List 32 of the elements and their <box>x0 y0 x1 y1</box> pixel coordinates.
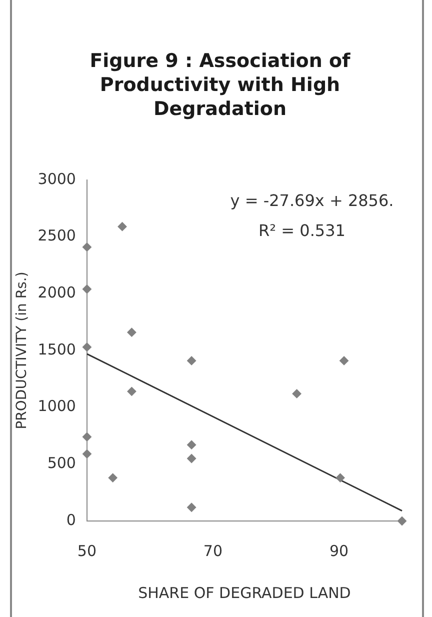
point <box>187 502 196 512</box>
point <box>118 222 127 232</box>
annotation: y = -27.69x + 2856. <box>230 191 394 210</box>
y-tick-label: 500 <box>47 454 76 472</box>
point <box>340 356 349 366</box>
chart-title: Figure 9 : Association of Productivity with High Degradation <box>88 50 352 122</box>
x-tick-label: 90 <box>329 542 349 560</box>
y-axis-title: PRODUCTIVITY (in Rs.) <box>14 272 30 430</box>
point <box>336 473 345 482</box>
x-tick-label: 50 <box>77 542 97 560</box>
y-tick-label: 1000 <box>38 397 76 416</box>
point <box>127 386 136 396</box>
point <box>82 432 92 442</box>
point <box>82 342 92 352</box>
y-tick-label: 0 <box>66 510 76 529</box>
point <box>127 328 136 337</box>
point <box>187 454 196 463</box>
point <box>292 389 302 398</box>
point <box>108 473 118 482</box>
y-tick-label: 2000 <box>38 284 76 302</box>
x-axis-title: SHARE OF DEGRADED LAND <box>138 584 351 602</box>
y-tick-label: 2500 <box>38 226 76 245</box>
point <box>82 284 92 294</box>
point <box>82 449 92 458</box>
y-tick-label: 3000 <box>38 170 76 188</box>
y-tick-label: 1500 <box>38 340 76 358</box>
point <box>187 356 196 366</box>
point <box>187 440 196 450</box>
annotation: R² = 0.531 <box>258 221 346 240</box>
point <box>398 516 406 526</box>
point <box>82 242 92 252</box>
x-tick-label: 70 <box>203 542 223 560</box>
